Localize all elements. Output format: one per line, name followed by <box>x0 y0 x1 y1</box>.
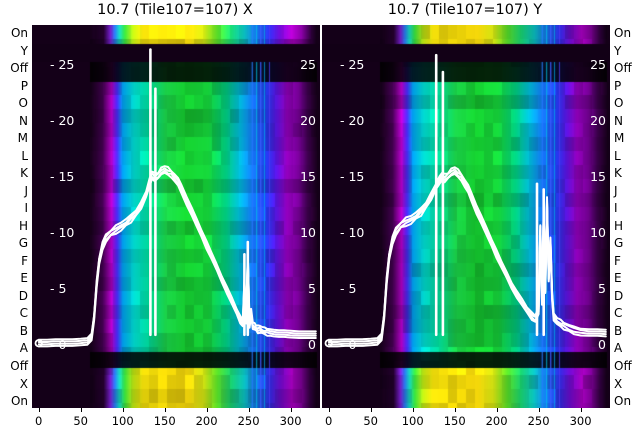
category-tick-on: On <box>614 26 632 40</box>
heatmap-image-x <box>32 25 320 408</box>
category-tick-a: A <box>614 341 623 356</box>
category-tick-c: C <box>19 306 28 321</box>
trace-line <box>327 170 607 346</box>
x-tick-mark <box>328 408 330 412</box>
x-tick-mark <box>248 408 250 412</box>
category-tick-m: M <box>614 131 625 146</box>
x-tick-label: 300 <box>279 414 302 428</box>
trace-line <box>37 165 317 341</box>
heatmap-canvas <box>32 25 320 408</box>
category-tick-off: Off <box>614 61 632 75</box>
trace-line <box>327 168 607 343</box>
x-tick-label: 200 <box>485 414 508 428</box>
x-tick-label: 50 <box>73 414 89 428</box>
category-tick-o: O <box>18 96 28 111</box>
x-tick-label: 100 <box>401 414 424 428</box>
category-tick-on: On <box>614 394 632 408</box>
category-tick-y: Y <box>20 43 28 58</box>
category-tick-c: C <box>614 306 623 321</box>
category-tick-b: B <box>614 323 623 338</box>
x-tick-mark <box>164 408 166 412</box>
trace-line <box>37 171 317 348</box>
category-tick-x: X <box>19 376 28 391</box>
category-tick-x: X <box>614 376 623 391</box>
x-tick-mark <box>80 408 82 412</box>
panel-title-y: 10.7 (Tile107=107) Y <box>387 2 543 18</box>
category-tick-h: H <box>614 218 624 233</box>
category-tick-g: G <box>18 236 28 251</box>
category-tick-p: P <box>614 78 622 93</box>
category-tick-h: H <box>18 218 28 233</box>
trace-line <box>327 172 607 348</box>
category-tick-n: N <box>614 113 623 128</box>
x-tick-mark <box>454 408 456 412</box>
category-tick-n: N <box>19 113 28 128</box>
category-tick-off: Off <box>10 359 28 373</box>
category-tick-off: Off <box>10 61 28 75</box>
category-tick-i: I <box>24 201 28 216</box>
x-tick-label: 150 <box>153 414 176 428</box>
category-tick-d: D <box>614 288 624 303</box>
category-tick-m: M <box>17 131 28 146</box>
x-tick-label: 250 <box>527 414 550 428</box>
x-tick-label: 150 <box>443 414 466 428</box>
x-tick-mark <box>206 408 208 412</box>
trace-line <box>37 169 317 346</box>
x-tick-mark <box>290 408 292 412</box>
category-tick-off: Off <box>614 359 632 373</box>
category-tick-f: F <box>614 253 621 268</box>
x-tick-label: 100 <box>111 414 134 428</box>
x-tick-label: 0 <box>35 414 43 428</box>
category-tick-e: E <box>614 271 622 286</box>
overlay-trace-y <box>324 53 607 348</box>
x-tick-label: 250 <box>237 414 260 428</box>
x-axis-left: 0 50 100 150 200 250 300 <box>32 408 320 440</box>
category-tick-g: G <box>614 236 624 251</box>
x-tick-mark <box>580 408 582 412</box>
x-tick-mark <box>496 408 498 412</box>
x-tick-label: 300 <box>569 414 592 428</box>
category-tick-l: L <box>614 148 621 163</box>
category-tick-j: J <box>24 183 28 198</box>
category-tick-on: On <box>10 394 28 408</box>
category-tick-e: E <box>20 271 28 286</box>
x-axis-right: 0 50 100 150 200 250 300 <box>322 408 610 440</box>
x-tick-label: 0 <box>325 414 333 428</box>
x-tick-mark <box>122 408 124 412</box>
category-tick-p: P <box>20 78 28 93</box>
x-tick-mark <box>38 408 40 412</box>
category-tick-i: I <box>614 201 618 216</box>
heatmap-image-y <box>322 25 610 408</box>
category-tick-j: J <box>614 183 618 198</box>
category-tick-o: O <box>614 96 624 111</box>
baseline-marker <box>34 339 43 348</box>
overlay-trace-x <box>34 48 317 348</box>
category-tick-k: K <box>614 166 622 181</box>
category-tick-d: D <box>18 288 28 303</box>
category-tick-y: Y <box>614 43 622 58</box>
x-tick-label: 200 <box>195 414 218 428</box>
panel-title-x: 10.7 (Tile107=107) X <box>97 2 253 18</box>
baseline-marker <box>324 339 333 348</box>
category-tick-a: A <box>19 341 28 356</box>
category-axis-right: On Y Off P O N M L K J I H G F E D C B A Off X On <box>610 25 640 408</box>
x-tick-mark <box>538 408 540 412</box>
heatmap-canvas <box>322 25 610 408</box>
category-tick-f: F <box>21 253 28 268</box>
category-tick-k: K <box>20 166 28 181</box>
x-tick-mark <box>370 408 372 412</box>
x-tick-mark <box>412 408 414 412</box>
trace-line <box>37 167 317 343</box>
x-tick-label: 50 <box>363 414 379 428</box>
category-tick-b: B <box>19 323 28 338</box>
category-tick-l: L <box>21 148 28 163</box>
trace-line <box>327 166 607 341</box>
category-tick-on: On <box>10 26 28 40</box>
